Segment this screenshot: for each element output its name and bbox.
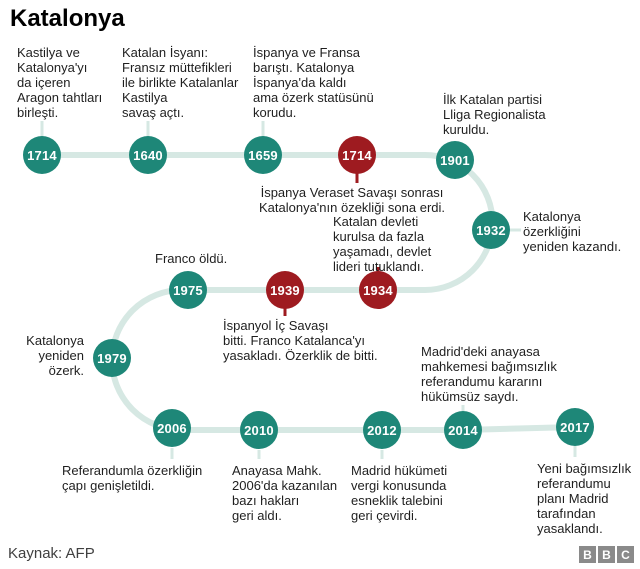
timeline-node-1714: 1714 (23, 136, 61, 174)
timeline-label-1979: Katalonya yeniden özerk. (26, 333, 84, 378)
timeline-label-1934-red: Katalan devleti kurulsa da fazla yaşamad… (333, 214, 432, 274)
timeline-node-2017: 2017 (556, 408, 594, 446)
source-credit: Kaynak: AFP (8, 545, 95, 562)
timeline-label-1659: İspanya ve Fransa barıştı. Katalonya İsp… (253, 45, 374, 120)
timeline-node-1659: 1659 (244, 136, 282, 174)
timeline-node-2012: 2012 (363, 411, 401, 449)
timeline-node-1640: 1640 (129, 136, 167, 174)
timeline-node-1939-red: 1939 (266, 271, 304, 309)
timeline-node-2010: 2010 (240, 411, 278, 449)
timeline-label-2010: Anayasa Mahk. 2006'da kazanılan bazı hak… (232, 463, 338, 523)
timeline-node-1975: 1975 (169, 271, 207, 309)
timeline-label-1939-red: İspanyol İç Savaşı bitti. Franco Katalan… (223, 318, 378, 363)
page-title: Katalonya (10, 5, 125, 32)
timeline-node-1714-red: 1714 (338, 136, 376, 174)
timeline-label-1901: İlk Katalan partisi Lliga Regionalista k… (443, 92, 546, 137)
timeline-label-2006: Referandumla özerkliğin çapı genişletild… (62, 463, 203, 493)
timeline-node-1979: 1979 (93, 339, 131, 377)
bbc-logo: B B C (579, 546, 634, 563)
timeline-label-2017: Yeni bağımsızlık referandumu planı Madri… (537, 461, 632, 536)
timeline-label-1640: Katalan İsyanı: Fransız müttefikleri ile… (122, 45, 239, 120)
bbc-logo-letter: C (617, 546, 634, 563)
timeline-label-1975: Franco öldü. (155, 251, 228, 266)
timeline-node-1934-red: 1934 (359, 271, 397, 309)
timeline-node-2014: 2014 (444, 411, 482, 449)
timeline-label-1714: Kastilya ve Katalonya'yı da içeren Arago… (17, 45, 103, 120)
timeline-node-1901: 1901 (436, 141, 474, 179)
timeline-label-2012: Madrid hükümeti vergi konusunda esneklik… (351, 463, 448, 523)
timeline-label-1714-red: İspanya Veraset Savaşı sonrası Katalonya… (258, 185, 446, 215)
timeline-label-1932: Katalonya özerkliğini yeniden kazandı. (523, 209, 622, 254)
bbc-logo-letter: B (598, 546, 615, 563)
timeline-node-2006: 2006 (153, 409, 191, 447)
timeline-label-2014: Madrid'deki anayasa mahkemesi bağımsızlı… (421, 344, 557, 404)
bbc-logo-letter: B (579, 546, 596, 563)
timeline-node-1932: 1932 (472, 211, 510, 249)
